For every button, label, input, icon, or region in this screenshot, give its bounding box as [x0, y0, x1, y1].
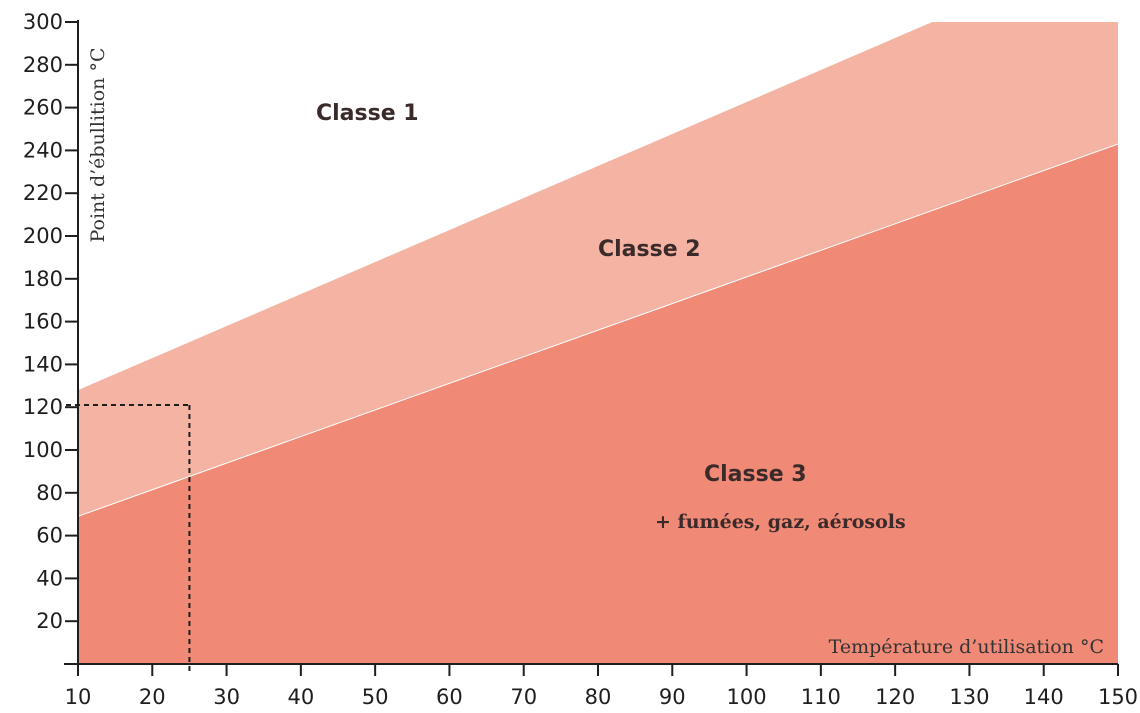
x-ticks: 10 20 30 40 50 60 70 80 90 100 110 120 130 140 150 [65, 664, 1138, 709]
y-tick-label: 260 [23, 96, 63, 120]
axes [64, 20, 1118, 665]
region-label-classe-1: Classe 1 [316, 101, 419, 126]
x-tick-label: 20 [139, 685, 166, 709]
boundary-line-2-3 [77, 143, 1119, 517]
x-tick-label: 150 [1098, 685, 1138, 709]
y-tick-label: 200 [23, 224, 63, 248]
reference-lines [66, 404, 191, 672]
region-sublabel-classe-3: + fumées, gaz, aérosols [655, 511, 906, 533]
y-tick-label: 40 [36, 566, 63, 590]
y-ticks: 20 40 60 80 100 120 140 160 180 200 220 240 260 280 30… [23, 10, 78, 633]
x-tick-label: 120 [875, 685, 915, 709]
x-tick-label: 90 [659, 685, 686, 709]
region-label-classe-2: Classe 2 [598, 237, 701, 262]
x-tick-label: 50 [362, 685, 389, 709]
y-tick-label: 280 [23, 53, 63, 77]
x-tick-label: 60 [436, 685, 463, 709]
y-tick-label: 160 [23, 310, 63, 334]
x-tick-label: 110 [801, 685, 841, 709]
x-tick-label: 80 [585, 685, 612, 709]
y-tick-label: 240 [23, 138, 63, 162]
x-tick-label: 70 [510, 685, 537, 709]
x-axis-title: Température d’utilisation °C [829, 636, 1104, 658]
region-label-classe-3: Classe 3 [704, 462, 807, 487]
y-tick-label: 140 [23, 352, 63, 376]
x-tick-label: 30 [213, 685, 240, 709]
y-tick-label: 60 [36, 524, 63, 548]
y-tick-label: 80 [36, 481, 63, 505]
y-axis-title: Point d’ébullition °C [87, 48, 109, 243]
y-tick-label: 180 [23, 267, 63, 291]
y-tick-label: 120 [23, 395, 63, 419]
region-classe-3 [78, 143, 1118, 665]
y-tick-label: 20 [36, 609, 63, 633]
x-tick-label: 100 [727, 685, 767, 709]
regions [77, 22, 1119, 665]
x-tick-label: 140 [1024, 685, 1064, 709]
region-classe-2 [78, 22, 1118, 517]
y-tick-label: 300 [23, 10, 63, 34]
y-tick-label: 100 [23, 438, 63, 462]
x-tick-label: 40 [287, 685, 314, 709]
y-tick-label: 220 [23, 181, 63, 205]
x-tick-label: 130 [949, 685, 989, 709]
x-tick-label: 10 [65, 685, 92, 709]
